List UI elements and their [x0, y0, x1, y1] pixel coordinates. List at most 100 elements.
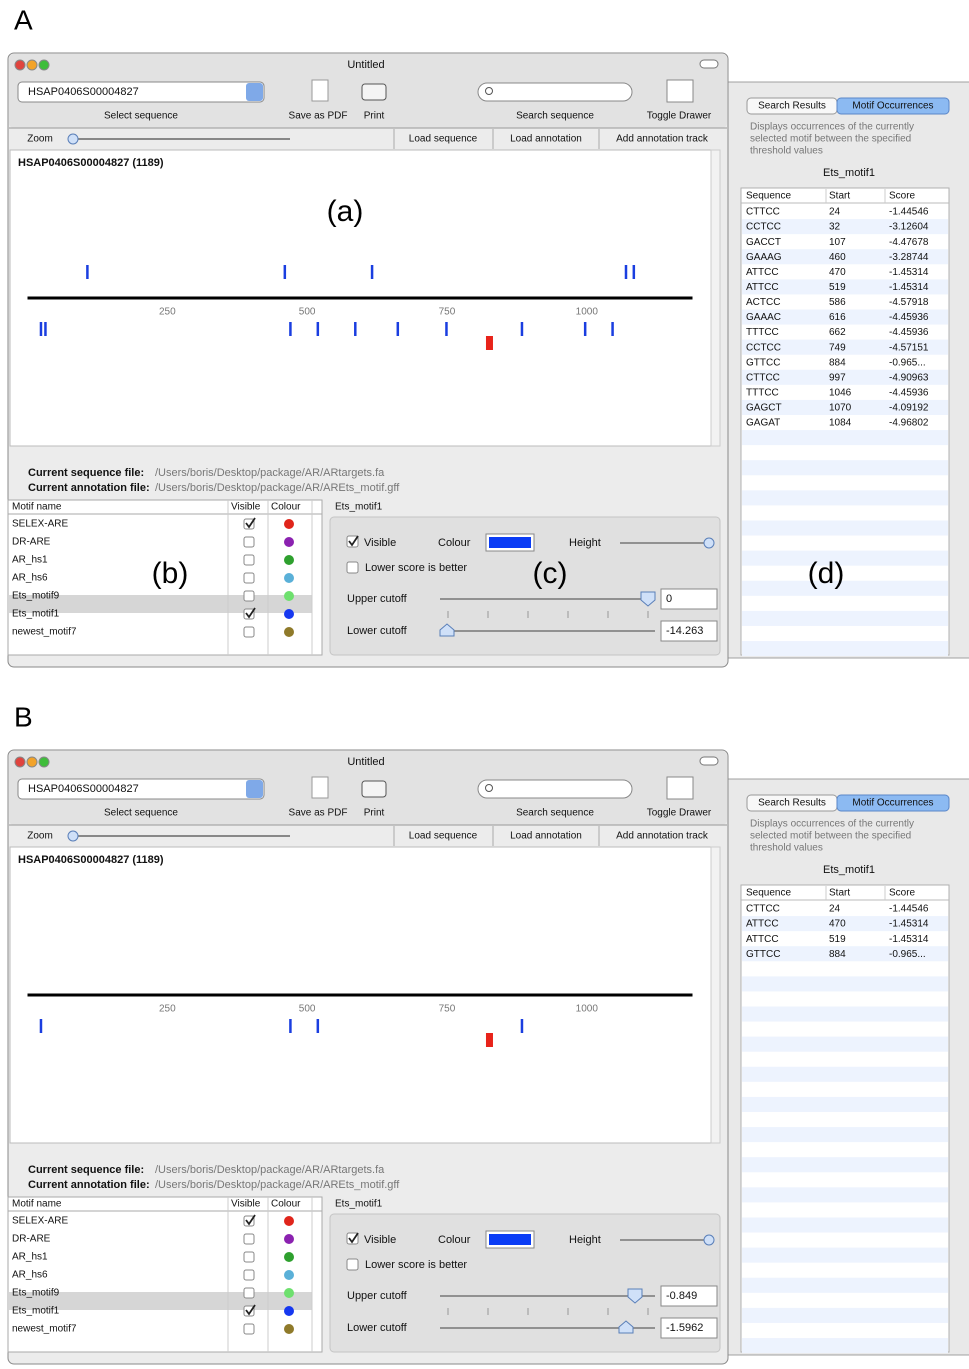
motif-mark	[354, 322, 357, 336]
cell: ATTCC	[746, 919, 779, 930]
row-stripe	[742, 490, 948, 505]
cell: -4.45936	[889, 312, 929, 323]
slider-knob[interactable]	[704, 1235, 714, 1245]
figure: ASearch ResultsMotif OccurrencesDisplays…	[0, 0, 969, 1369]
checkbox[interactable]	[244, 537, 254, 547]
motif-mark	[86, 265, 89, 279]
window-button[interactable]	[39, 60, 49, 70]
cell: GACCT	[746, 237, 781, 248]
colour-dot	[284, 1306, 294, 1316]
zoom-knob[interactable]	[68, 134, 78, 144]
checkbox[interactable]	[244, 1288, 254, 1298]
motif-mark	[521, 322, 524, 336]
button[interactable]: Add annotation track	[616, 831, 709, 842]
drawer-icon[interactable]	[667, 80, 693, 102]
motif-name: Ets_motif1	[12, 1306, 60, 1317]
row-stripe	[742, 1187, 948, 1202]
window-button[interactable]	[27, 757, 37, 767]
cell: -4.45936	[889, 387, 929, 398]
row-stripe	[742, 581, 948, 596]
cell: 519	[829, 282, 846, 293]
cell: 470	[829, 267, 846, 278]
motif-mark	[521, 1019, 524, 1033]
toolbar-label: Print	[364, 808, 385, 819]
sequence-heading: HSAP0406S00004827 (1189)	[18, 854, 164, 866]
colour-dot	[284, 1270, 294, 1280]
checkbox[interactable]	[244, 1252, 254, 1262]
pdf-icon[interactable]	[312, 777, 328, 798]
toolbar-toggle[interactable]	[700, 757, 718, 765]
search-field[interactable]	[478, 780, 632, 798]
motif-mark	[584, 322, 587, 336]
toolbar-label: Toggle Drawer	[647, 808, 712, 819]
button[interactable]: Load sequence	[409, 831, 478, 842]
tab-label: Search Results	[758, 101, 826, 112]
toolbar-label: Select sequence	[104, 111, 178, 122]
slider-knob[interactable]	[704, 538, 714, 548]
x-tick-label: 750	[439, 1004, 456, 1015]
checkbox[interactable]	[244, 591, 254, 601]
cell: -1.45314	[889, 267, 929, 278]
print-icon[interactable]	[362, 84, 386, 100]
description: Displays occurrences of the currently	[750, 122, 914, 133]
checkbox[interactable]	[244, 573, 254, 583]
row-stripe	[742, 520, 948, 535]
checkbox[interactable]	[244, 1270, 254, 1280]
zoom-label: Zoom	[27, 134, 53, 145]
row-stripe	[742, 641, 948, 656]
checkbox[interactable]	[347, 1259, 358, 1270]
column-header: Score	[889, 888, 916, 899]
file-path: /Users/boris/Desktop/package/AR/ARtarget…	[155, 1164, 385, 1176]
colour-label: Colour	[438, 537, 471, 549]
row-stripe	[742, 611, 948, 626]
print-icon[interactable]	[362, 781, 386, 797]
search-field[interactable]	[478, 83, 632, 101]
row-stripe	[742, 1248, 948, 1263]
button[interactable]: Add annotation track	[616, 134, 709, 145]
file-label: Current sequence file:	[28, 1164, 144, 1176]
cell: 586	[829, 297, 846, 308]
column-header: Start	[829, 191, 850, 202]
button[interactable]: Load annotation	[510, 831, 582, 842]
cell: -1.45314	[889, 919, 929, 930]
checkbox[interactable]	[244, 1234, 254, 1244]
row-stripe	[742, 430, 948, 445]
colour-dot	[284, 609, 294, 619]
toolbar-toggle[interactable]	[700, 60, 718, 68]
checkbox[interactable]	[347, 562, 358, 573]
toolbar-label: Save as PDF	[289, 111, 348, 122]
button[interactable]: Load sequence	[409, 134, 478, 145]
window-button[interactable]	[27, 60, 37, 70]
colour-swatch	[489, 1234, 531, 1245]
cutoff-label: Lower cutoff	[347, 1322, 408, 1334]
cell: -4.47678	[889, 237, 929, 248]
window-button[interactable]	[39, 757, 49, 767]
row-stripe	[742, 1097, 948, 1112]
cell: GAGCT	[746, 403, 782, 414]
height-label: Height	[569, 537, 601, 549]
description: threshold values	[750, 843, 823, 854]
window-button[interactable]	[15, 757, 25, 767]
checkbox[interactable]	[244, 555, 254, 565]
file-label: Current sequence file:	[28, 467, 144, 479]
row-stripe	[742, 976, 948, 991]
cell: 519	[829, 934, 846, 945]
motif-name: Ets_motif9	[12, 1288, 60, 1299]
zoom-knob[interactable]	[68, 831, 78, 841]
window-title: Untitled	[347, 59, 384, 71]
cutoff-label: Upper cutoff	[347, 1290, 408, 1302]
pdf-icon[interactable]	[312, 80, 328, 101]
cell: -4.57918	[889, 297, 929, 308]
cell: -4.96802	[889, 418, 929, 429]
checkbox[interactable]	[244, 1324, 254, 1334]
cell: -1.45314	[889, 282, 929, 293]
window-button[interactable]	[15, 60, 25, 70]
select-value: HSAP0406S00004827	[28, 86, 139, 98]
callout: (c)	[533, 557, 568, 590]
button[interactable]: Load annotation	[510, 134, 582, 145]
checkbox[interactable]	[244, 627, 254, 637]
colour-dot	[284, 1288, 294, 1298]
colour-dot	[284, 591, 294, 601]
drawer-icon[interactable]	[667, 777, 693, 799]
column-header: Motif name	[12, 502, 62, 513]
